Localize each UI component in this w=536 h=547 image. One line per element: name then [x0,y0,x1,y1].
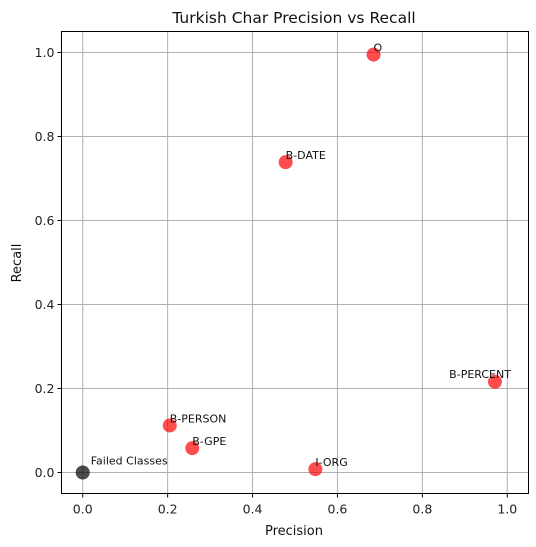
y-tick-label: 0.2 [35,381,55,396]
data-point [366,47,381,62]
axis-ticks: 0.0 0.2 0.4 0.6 0.8 1.0 0.0 0.2 0.4 0.6 0.8 1.0 [35,45,518,517]
data-point [185,441,200,456]
data-point [487,374,502,389]
y-tick-label: 1.0 [35,45,55,60]
x-tick-label: 1.0 [497,502,517,517]
x-tick-label: 0.6 [328,502,348,517]
x-tick-label: 0.8 [412,502,432,517]
data-point [278,155,293,170]
y-axis-label: Recall [10,244,25,283]
failed-classes-point [75,465,90,480]
data-point [162,418,177,433]
grid-lines [61,31,529,494]
data-point [308,462,323,477]
x-tick-label: 0.0 [73,502,93,517]
x-axis-label: Precision [265,524,323,539]
point-label: I-ORG [315,456,347,469]
point-label: O [374,42,383,55]
point-label: B-PERSON [170,412,227,425]
y-tick-label: 0.8 [35,129,55,144]
point-label: B-GPE [192,435,226,448]
y-tick-label: 0.0 [35,465,55,480]
plot-area-frame [61,31,529,494]
y-tick-label: 0.6 [35,213,55,228]
x-tick-label: 0.4 [243,502,263,517]
y-tick-label: 0.4 [35,297,55,312]
x-tick-label: 0.2 [158,502,178,517]
failed-classes-label: Failed Classes [91,455,168,468]
point-label: B-DATE [286,149,326,162]
data-points: O B-DATE B-PERCENT B-PERSON B-GPE I-ORG Failed… [75,42,511,480]
point-label: B-PERCENT [449,368,511,381]
chart-title: Turkish Char Precision vs Recall [171,9,415,27]
